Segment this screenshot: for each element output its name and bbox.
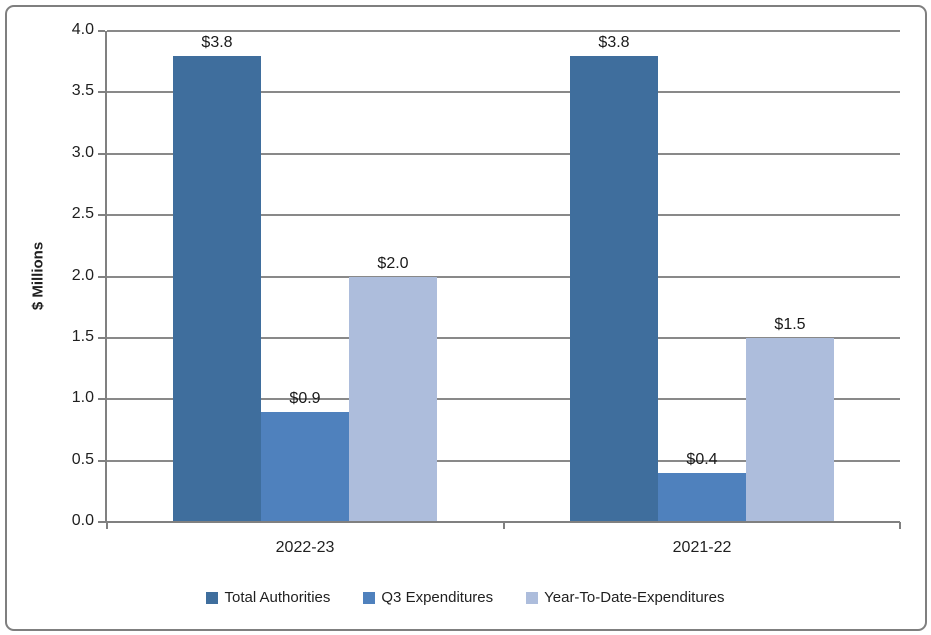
x-axis-category-label-2022-23: 2022-23 <box>275 539 335 556</box>
y-axis-line <box>105 31 107 523</box>
bar-total-authorities-2022-23 <box>173 56 261 521</box>
legend-swatch-icon <box>526 591 539 604</box>
y-axis-tick-3.0 <box>98 153 105 155</box>
legend-item-total-authorities: Total Authorities <box>206 589 330 606</box>
bar-q3-expenditures-2021-22 <box>658 473 746 521</box>
y-axis-tick-0.0 <box>98 521 105 523</box>
bar-value-label: $0.9 <box>289 390 321 407</box>
y-axis-tick-1.0 <box>98 398 105 400</box>
y-axis-tick-4.0 <box>98 30 105 32</box>
legend: Total Authorities Q3 Expenditures Year-To-… <box>0 589 931 606</box>
y-axis-tick-label-0.5: 0.5 <box>71 451 94 468</box>
legend-item-year-to-date-expenditures: Year-To-Date-Expenditures <box>526 589 725 606</box>
gridline-2.5 <box>107 214 900 216</box>
bar-year-to-date-expenditures-2021-22 <box>746 338 834 521</box>
gridline-0.5 <box>107 460 900 462</box>
x-axis-tick-0 <box>106 522 108 529</box>
y-axis-tick-label-3.0: 3.0 <box>71 144 94 161</box>
y-axis-tick-0.5 <box>98 460 105 462</box>
gridline-1.5 <box>107 337 900 339</box>
y-axis-tick-label-2.0: 2.0 <box>71 267 94 284</box>
gridline-3.5 <box>107 91 900 93</box>
gridline-1.0 <box>107 398 900 400</box>
y-axis-tick-label-0.0: 0.0 <box>71 512 94 529</box>
y-axis-tick-2.5 <box>98 214 105 216</box>
legend-label: Year-To-Date-Expenditures <box>544 589 725 606</box>
legend-label: Total Authorities <box>224 589 331 606</box>
y-axis-tick-label-1.0: 1.0 <box>71 389 94 406</box>
y-axis-tick-2.0 <box>98 276 105 278</box>
bar-value-label: $3.8 <box>201 34 233 51</box>
gridline-3.0 <box>107 153 900 155</box>
x-axis-category-label-2021-22: 2021-22 <box>672 539 732 556</box>
y-axis-tick-3.5 <box>98 91 105 93</box>
bar-value-label: $3.8 <box>598 34 630 51</box>
legend-label: Q3 Expenditures <box>381 589 494 606</box>
y-axis-tick-label-3.5: 3.5 <box>71 82 94 99</box>
bar-value-label: $0.4 <box>686 451 718 468</box>
bar-q3-expenditures-2022-23 <box>261 412 349 521</box>
x-axis-tick-2 <box>899 522 901 529</box>
gridline-2.0 <box>107 276 900 278</box>
y-axis-tick-label-2.5: 2.5 <box>71 205 94 222</box>
x-axis-tick-1 <box>503 522 505 529</box>
bar-value-label: $1.5 <box>774 316 806 333</box>
bar-total-authorities-2021-22 <box>570 56 658 521</box>
y-axis-tick-label-4.0: 4.0 <box>71 21 94 38</box>
gridline-4.0 <box>107 30 900 32</box>
y-axis-tick-1.5 <box>98 337 105 339</box>
bar-year-to-date-expenditures-2022-23 <box>349 277 437 521</box>
y-axis-tick-label-1.5: 1.5 <box>71 328 94 345</box>
bar-value-label: $2.0 <box>377 255 409 272</box>
legend-item-q3-expenditures: Q3 Expenditures <box>363 589 493 606</box>
legend-swatch-icon <box>206 591 219 604</box>
legend-swatch-icon <box>363 591 376 604</box>
